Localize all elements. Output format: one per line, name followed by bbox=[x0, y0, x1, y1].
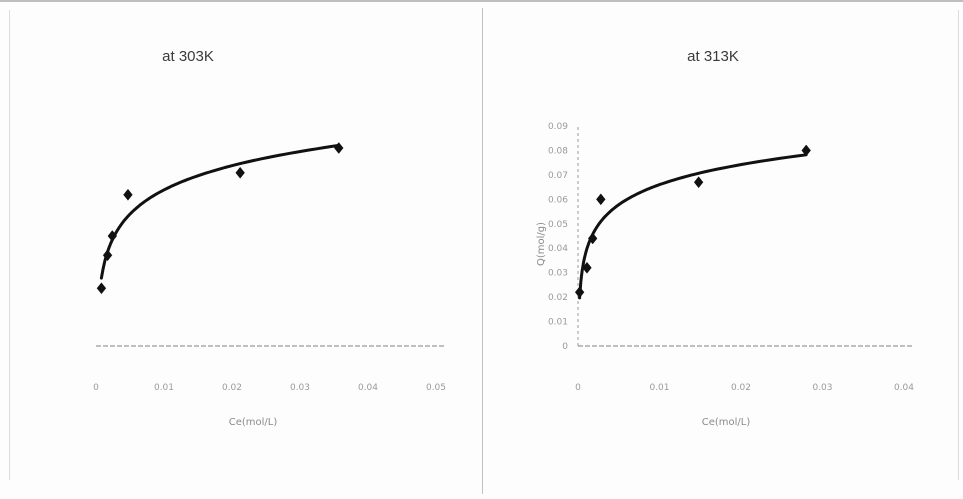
fit-curve bbox=[580, 155, 807, 298]
data-point bbox=[236, 167, 245, 178]
y-axis-label: Q(mol/g) bbox=[536, 222, 547, 266]
x-tick-label: 0.01 bbox=[649, 383, 669, 393]
chart-313k: at 313K Ce(mol/L) Q(mol/g) 0 0.01 0.02 0.03… bbox=[486, 6, 958, 494]
y-tick-label: 0.01 bbox=[548, 318, 568, 328]
panel-divider bbox=[482, 8, 483, 494]
data-point bbox=[334, 143, 343, 154]
data-point bbox=[596, 194, 605, 205]
x-axis-label: Ce(mol/L) bbox=[702, 417, 751, 428]
chart-title: at 303K bbox=[162, 48, 214, 65]
x-tick-label: 0.02 bbox=[731, 383, 751, 393]
chart-panel-303k: at 303K Ce(mol/L) 0 0.01 0.02 0.03 0.04 0.05 bbox=[10, 6, 480, 494]
chart-title: at 313K bbox=[687, 48, 739, 65]
x-tick-label: 0.01 bbox=[154, 383, 174, 393]
x-tick-label: 0.03 bbox=[812, 383, 832, 393]
data-point bbox=[124, 189, 133, 200]
y-tick-label: 0.06 bbox=[548, 195, 568, 205]
y-tick-label: 0 bbox=[562, 342, 568, 352]
fit-curve bbox=[101, 145, 338, 278]
x-tick-label: 0.04 bbox=[358, 383, 378, 393]
top-border bbox=[0, 0, 963, 2]
y-tick-label: 0.05 bbox=[548, 220, 568, 230]
data-point bbox=[694, 177, 703, 188]
y-tick-label: 0.02 bbox=[548, 293, 568, 303]
data-point bbox=[575, 287, 584, 298]
x-tick-label: 0 bbox=[575, 383, 581, 393]
y-tick-label: 0.09 bbox=[548, 122, 568, 132]
y-tick-label: 0.03 bbox=[548, 269, 568, 279]
data-point bbox=[97, 283, 106, 294]
chart-303k: at 303K Ce(mol/L) 0 0.01 0.02 0.03 0.04 0.05 bbox=[10, 6, 480, 494]
x-tick-label: 0.03 bbox=[290, 383, 310, 393]
x-axis-label: Ce(mol/L) bbox=[229, 417, 278, 428]
x-tick-label: 0 bbox=[93, 383, 99, 393]
x-tick-label: 0.02 bbox=[222, 383, 242, 393]
x-tick-label: 0.04 bbox=[894, 383, 914, 393]
y-tick-label: 0.04 bbox=[548, 244, 568, 254]
chart-panel-313k: at 313K Ce(mol/L) Q(mol/g) 0 0.01 0.02 0.03… bbox=[486, 6, 958, 494]
right-border bbox=[958, 10, 959, 480]
y-tick-label: 0.08 bbox=[548, 146, 568, 156]
x-tick-label: 0.05 bbox=[426, 383, 446, 393]
y-tick-label: 0.07 bbox=[548, 171, 568, 181]
